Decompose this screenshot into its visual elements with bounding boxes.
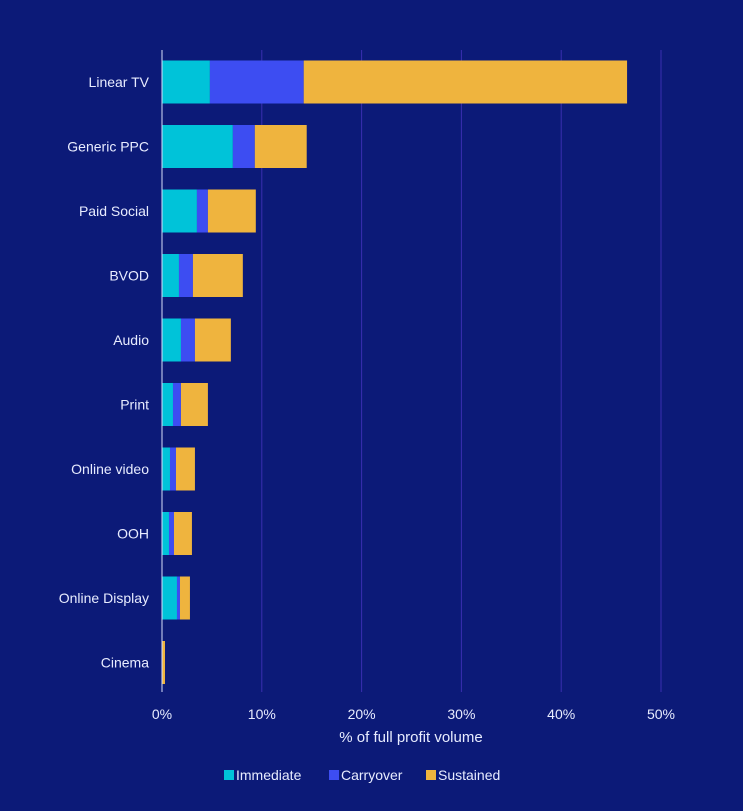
category-label: Cinema: [101, 655, 149, 671]
bar-segment: [162, 254, 179, 297]
bar-segment: [209, 60, 304, 104]
legend: Immediate Carryover Sustained: [224, 767, 500, 783]
bar-segment: [179, 576, 190, 620]
category-label: Linear TV: [89, 74, 150, 90]
bar-segment: [162, 60, 210, 104]
category-label: Online Display: [59, 590, 149, 606]
bar-segment: [176, 576, 180, 620]
bar-segment: [162, 447, 170, 491]
category-label: Online video: [71, 461, 149, 477]
x-tick-label: 0%: [152, 706, 172, 722]
bar-segment: [180, 318, 195, 362]
bar-segment: [303, 60, 628, 104]
bar-segment: [173, 512, 192, 555]
bar-segment: [207, 189, 256, 233]
bar-segment: [162, 641, 165, 684]
bar-segment: [168, 512, 174, 555]
legend-label: Immediate: [236, 767, 302, 783]
bar-segment: [162, 576, 177, 620]
bar-segment: [180, 383, 208, 426]
x-tick-label: 10%: [248, 706, 276, 722]
category-label: Print: [120, 397, 149, 413]
legend-label: Carryover: [341, 767, 403, 783]
bar-segment: [162, 189, 197, 233]
category-label: Generic PPC: [67, 139, 149, 155]
legend-swatch: [224, 770, 234, 780]
bar-segment: [172, 383, 181, 426]
legend-swatch: [329, 770, 339, 780]
bar-segment: [196, 189, 208, 233]
bar-segment: [162, 383, 173, 426]
legend-label: Sustained: [438, 767, 500, 783]
bar-segment: [194, 318, 231, 362]
bar-segment: [232, 125, 255, 168]
bar-segment: [162, 318, 181, 362]
bar-segment: [178, 254, 193, 297]
bars: [162, 60, 628, 684]
bar-segment: [192, 254, 243, 297]
bar-segment: [162, 125, 233, 168]
legend-swatch: [426, 770, 436, 780]
bar-segment: [162, 512, 169, 555]
bar-segment: [169, 447, 176, 491]
x-tick-label: 40%: [547, 706, 575, 722]
gridlines: [261, 50, 662, 692]
category-labels: Linear TV Generic PPC Paid Social BVOD Audio…: [59, 74, 150, 671]
x-tick-labels: 0% 10% 20% 30% 40% 50%: [152, 706, 675, 722]
bar-segment: [254, 125, 307, 168]
x-axis-title: % of full profit volume: [339, 729, 482, 746]
category-label: OOH: [117, 526, 149, 542]
category-label: Audio: [113, 332, 149, 348]
category-label: BVOD: [109, 268, 149, 284]
bar-segment: [175, 447, 195, 491]
x-tick-label: 30%: [447, 706, 475, 722]
x-tick-label: 20%: [348, 706, 376, 722]
category-label: Paid Social: [79, 203, 149, 219]
x-tick-label: 50%: [647, 706, 675, 722]
